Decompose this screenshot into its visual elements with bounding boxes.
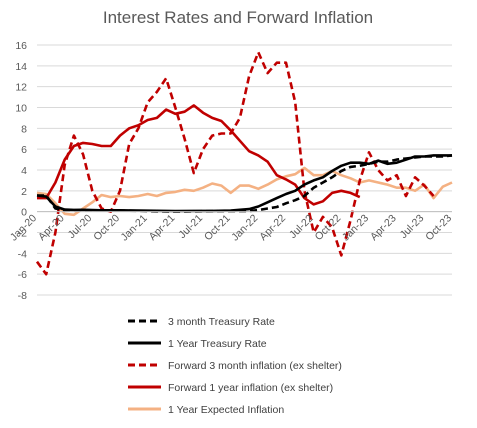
y-tick-label: 4 (21, 165, 27, 177)
legend-label: Forward 1 year inflation (ex shelter) (168, 382, 333, 394)
legend-label: 1 Year Treasury Rate (168, 338, 267, 350)
series-line (37, 154, 453, 213)
legend-label: 1 Year Expected Inflation (168, 404, 284, 416)
series-line (37, 104, 361, 206)
legend-label: Forward 3 month inflation (ex shelter) (168, 360, 342, 372)
chart-title: Interest Rates and Forward Inflation (103, 8, 373, 27)
y-tick-label: -6 (18, 269, 27, 281)
y-tick-label: 6 (21, 144, 27, 156)
legend: 3 month Treasury Rate 1 Year Treasury Rat… (128, 316, 342, 416)
y-tick-label: 0 (21, 207, 27, 219)
y-tick-label: -2 (18, 228, 27, 240)
y-tick-label: 16 (15, 40, 27, 52)
y-tick-label: 12 (15, 82, 27, 94)
y-tick-label: 2 (21, 186, 27, 198)
y-axis: -8 -6 -4 -2 0 2 4 6 8 10 12 14 16 (15, 40, 27, 302)
legend-label: 3 month Treasury Rate (168, 316, 275, 328)
y-tick-label: 8 (21, 123, 27, 135)
y-tick-label: -4 (18, 248, 27, 260)
series-line (36, 166, 453, 217)
y-tick-label: -8 (18, 290, 27, 302)
y-tick-label: 14 (15, 61, 27, 73)
gridlines (37, 44, 452, 296)
plot-area (35, 51, 453, 276)
y-tick-label: 10 (15, 103, 27, 115)
